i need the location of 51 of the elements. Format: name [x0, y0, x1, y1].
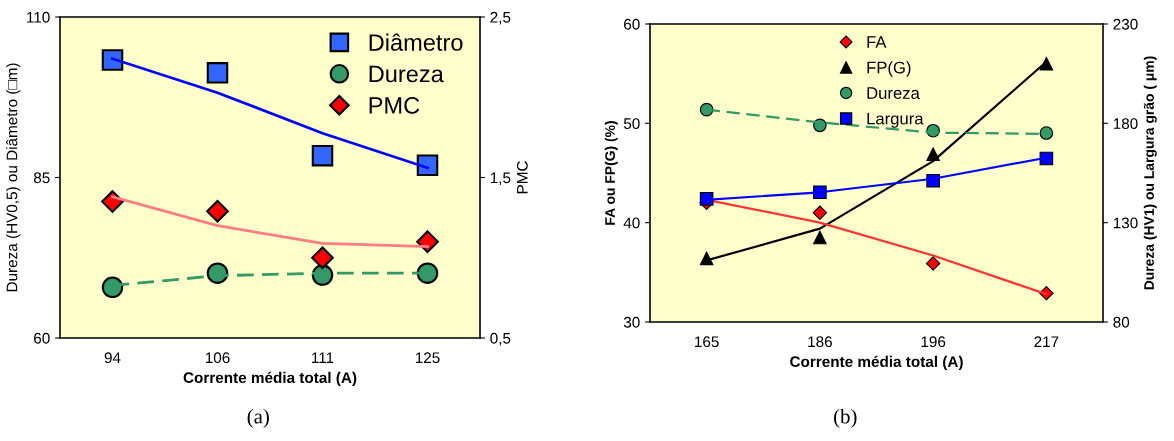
- y-axis-title: FA ou FP(G) (%): [604, 121, 618, 225]
- y-tick-label: 85: [33, 172, 50, 184]
- point: [813, 230, 827, 245]
- x-tick-label: 111: [312, 352, 334, 363]
- y2-tick-label: 0,5: [490, 332, 511, 346]
- legend-label: Dureza: [369, 65, 444, 83]
- x-axis-title: Corrente média total (A): [183, 371, 357, 387]
- legend-label: Diâmetro: [369, 33, 463, 51]
- point: [101, 49, 124, 71]
- point: [416, 230, 439, 254]
- y2-tick-label: 180: [1113, 118, 1138, 130]
- legend-label: Dureza: [867, 87, 920, 99]
- x-tick-label: 125: [415, 352, 440, 364]
- x-axis-title: Corrente média total (A): [790, 355, 963, 371]
- point: [206, 62, 229, 84]
- point: [206, 199, 229, 223]
- x-tick-label: 165: [695, 336, 719, 348]
- x-tick-label: 196: [921, 336, 946, 348]
- y2-axis-title: PMC: [516, 161, 528, 194]
- point: [416, 262, 439, 284]
- y2-tick-label: 80: [1113, 316, 1130, 328]
- point: [699, 102, 714, 117]
- x-tick-label: 217: [1034, 336, 1059, 347]
- legend-label: PMC: [369, 97, 420, 114]
- x-tick-label: 186: [808, 336, 832, 348]
- point: [311, 246, 334, 270]
- legend-label: FA: [867, 36, 887, 48]
- x-tick-label: 106: [205, 352, 230, 364]
- text: (b): [834, 408, 857, 428]
- legend-label: FP(G): [867, 61, 911, 77]
- point: [925, 256, 941, 271]
- y-tick-label: 60: [624, 18, 640, 30]
- text: (a): [247, 408, 269, 428]
- point: [101, 276, 124, 299]
- x-tick-label: 94: [104, 352, 121, 364]
- point: [813, 118, 827, 133]
- y2-tick-label: 230: [1113, 18, 1138, 30]
- y2-tick-label: 1,5: [490, 172, 511, 185]
- point: [311, 144, 334, 167]
- legend-label: Largura: [867, 112, 924, 128]
- y2-axis-title: Dureza (HV1) ou Largura grão ( μm): [1143, 56, 1157, 290]
- y2-tick-label: 130: [1113, 217, 1138, 229]
- point: [1039, 126, 1054, 140]
- y-tick-label: 40: [623, 217, 640, 229]
- y2-tick-label: 2,5: [490, 11, 511, 25]
- y-tick-label: 50: [623, 118, 640, 130]
- y-tick-label: 30: [623, 316, 640, 328]
- y-axis-title: Dureza (HV0,5) ou Diâmetro (□m): [6, 63, 21, 292]
- y-tick-label: 110: [27, 11, 50, 23]
- y-tick-label: 60: [34, 332, 50, 344]
- point: [812, 205, 828, 220]
